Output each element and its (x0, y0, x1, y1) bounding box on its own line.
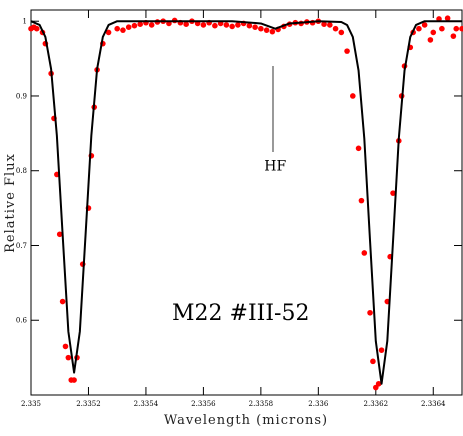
data-point (416, 25, 422, 32)
data-point (459, 25, 463, 32)
data-point (453, 25, 460, 32)
data-point (120, 27, 126, 33)
y-tick-label: 0.9 (16, 92, 27, 100)
y-tick-label: 0.7 (16, 242, 27, 250)
plot-frame (30, 9, 463, 396)
data-point (375, 380, 382, 387)
data-point (71, 377, 77, 383)
data-point (430, 29, 437, 36)
data-point (378, 347, 385, 353)
data-point (370, 358, 376, 365)
data-point (137, 21, 143, 28)
data-point (183, 21, 189, 28)
data-point (235, 22, 241, 28)
data-point (444, 15, 451, 22)
data-point (327, 22, 333, 28)
x-tick-label: 2.3352 (76, 400, 101, 408)
data-point (361, 250, 368, 256)
y-tick-label: 0.6 (16, 317, 28, 325)
y-axis-label: Relative Flux (3, 153, 18, 253)
x-tick-label: 2.3362 (364, 400, 389, 408)
data-point (229, 23, 235, 30)
data-point (421, 22, 428, 28)
data-point (131, 22, 138, 29)
data-point (263, 27, 270, 33)
data-point (114, 25, 120, 32)
x-tick-label: 2.335 (21, 400, 41, 408)
x-tick-label: 2.3356 (191, 400, 216, 408)
data-point (252, 24, 258, 30)
data-point (355, 145, 362, 152)
annotation: M22 #III-52 (172, 301, 309, 326)
data-point (65, 354, 72, 361)
data-point (321, 21, 327, 28)
data-point (344, 48, 350, 54)
data-point (223, 22, 230, 28)
plot-layer: 2.335 2.3352 2.3354 2.3356 2.3358 2.336 2.3362… (16, 10, 463, 408)
data-point (246, 22, 253, 29)
x-tick-label: 2.3364 (421, 400, 446, 408)
data-point (62, 343, 69, 350)
annotation: HF (264, 159, 286, 175)
data-point (148, 22, 155, 28)
data-point (33, 25, 40, 32)
data-point (350, 93, 356, 99)
x-tick-label: 2.3354 (134, 400, 159, 408)
y-tick-label: 0.8 (16, 167, 27, 175)
data-point (125, 24, 132, 30)
data-point (390, 190, 396, 196)
model-line (30, 20, 462, 385)
data-point (56, 231, 63, 238)
x-tick-label: 2.3358 (249, 400, 274, 408)
x-tick-label: 2.336 (308, 400, 329, 408)
data-point (200, 22, 207, 28)
data-point (338, 29, 345, 36)
data-point (258, 25, 264, 32)
data-point (450, 33, 457, 39)
data-point (59, 298, 66, 305)
data-point (427, 37, 434, 43)
data-point (367, 309, 373, 316)
data-point (332, 25, 339, 32)
data-point (439, 25, 445, 32)
x-axis-label: Wavelength (microns) (164, 413, 328, 428)
data-point (212, 22, 218, 29)
data-point (358, 197, 365, 204)
y-tick-label: 1 (23, 18, 27, 26)
data-point (105, 29, 112, 36)
data-point (269, 28, 276, 35)
